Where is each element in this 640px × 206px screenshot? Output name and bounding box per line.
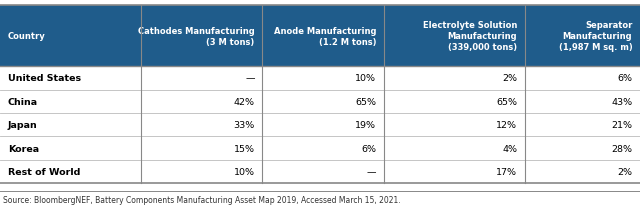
Text: 2%: 2% — [618, 167, 632, 176]
Text: 12%: 12% — [496, 121, 517, 130]
Bar — [0, 67, 640, 90]
Text: 4%: 4% — [502, 144, 517, 153]
Text: Korea: Korea — [8, 144, 39, 153]
Text: 33%: 33% — [234, 121, 255, 130]
Text: —: — — [367, 167, 376, 176]
Text: 65%: 65% — [496, 97, 517, 106]
Bar — [0, 114, 640, 137]
Text: 10%: 10% — [234, 167, 255, 176]
Bar — [0, 137, 640, 160]
Text: Rest of World: Rest of World — [8, 167, 80, 176]
Text: 6%: 6% — [362, 144, 376, 153]
Text: 17%: 17% — [496, 167, 517, 176]
Text: —: — — [245, 74, 255, 83]
Text: 15%: 15% — [234, 144, 255, 153]
Text: Country: Country — [8, 32, 45, 41]
Text: 10%: 10% — [355, 74, 376, 83]
Text: 2%: 2% — [502, 74, 517, 83]
Text: Cathodes Manufacturing
(3 M tons): Cathodes Manufacturing (3 M tons) — [138, 26, 255, 47]
Text: Japan: Japan — [8, 121, 37, 130]
Text: 6%: 6% — [618, 74, 632, 83]
Bar — [0, 90, 640, 114]
Text: 43%: 43% — [611, 97, 632, 106]
Text: 28%: 28% — [611, 144, 632, 153]
Text: Separator
Manufacturing
(1,987 M sq. m): Separator Manufacturing (1,987 M sq. m) — [559, 21, 632, 52]
Text: Source: BloombergNEF, Battery Components Manufacturing Asset Map 2019, Accessed : Source: BloombergNEF, Battery Components… — [3, 195, 401, 205]
Text: 21%: 21% — [611, 121, 632, 130]
Text: 19%: 19% — [355, 121, 376, 130]
Text: China: China — [8, 97, 38, 106]
Bar — [0, 6, 640, 67]
Text: Anode Manufacturing
(1.2 M tons): Anode Manufacturing (1.2 M tons) — [274, 26, 376, 47]
Text: 65%: 65% — [355, 97, 376, 106]
Text: Electrolyte Solution
Manufacturing
(339,000 tons): Electrolyte Solution Manufacturing (339,… — [423, 21, 517, 52]
Text: 42%: 42% — [234, 97, 255, 106]
Text: United States: United States — [8, 74, 81, 83]
Bar — [0, 160, 640, 183]
